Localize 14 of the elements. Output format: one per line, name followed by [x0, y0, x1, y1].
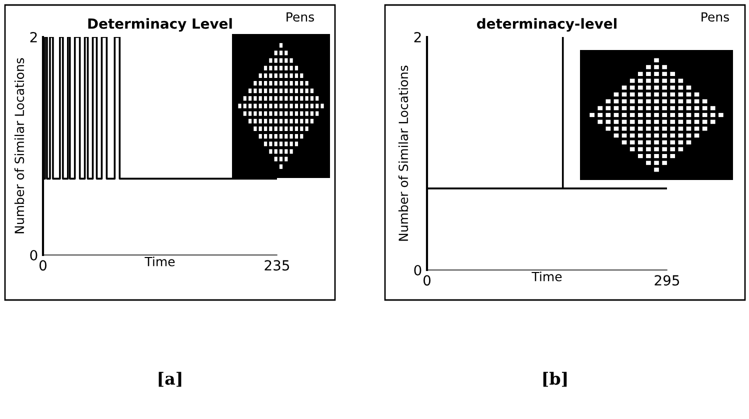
text: Pens — [702, 12, 729, 22]
y-tick-label: 2 — [414, 32, 421, 42]
chart-title: determinacy-level — [477, 18, 616, 32]
text: [a] — [158, 372, 182, 387]
chart-title: Determinacy Level — [88, 18, 232, 32]
x-tick-label: 235 — [264, 260, 290, 271]
x-axis-title: Time — [532, 272, 562, 282]
x-tick-label: 295 — [654, 275, 680, 286]
text: Pens — [286, 12, 314, 22]
text: [b] — [543, 372, 567, 387]
y-axis-title: Number of Similar Locations — [398, 66, 408, 241]
x-axis-title: Time — [144, 256, 175, 266]
y-tick-label: 2 — [30, 32, 37, 42]
y-axis-title: Number of Similar Locations — [14, 58, 24, 234]
